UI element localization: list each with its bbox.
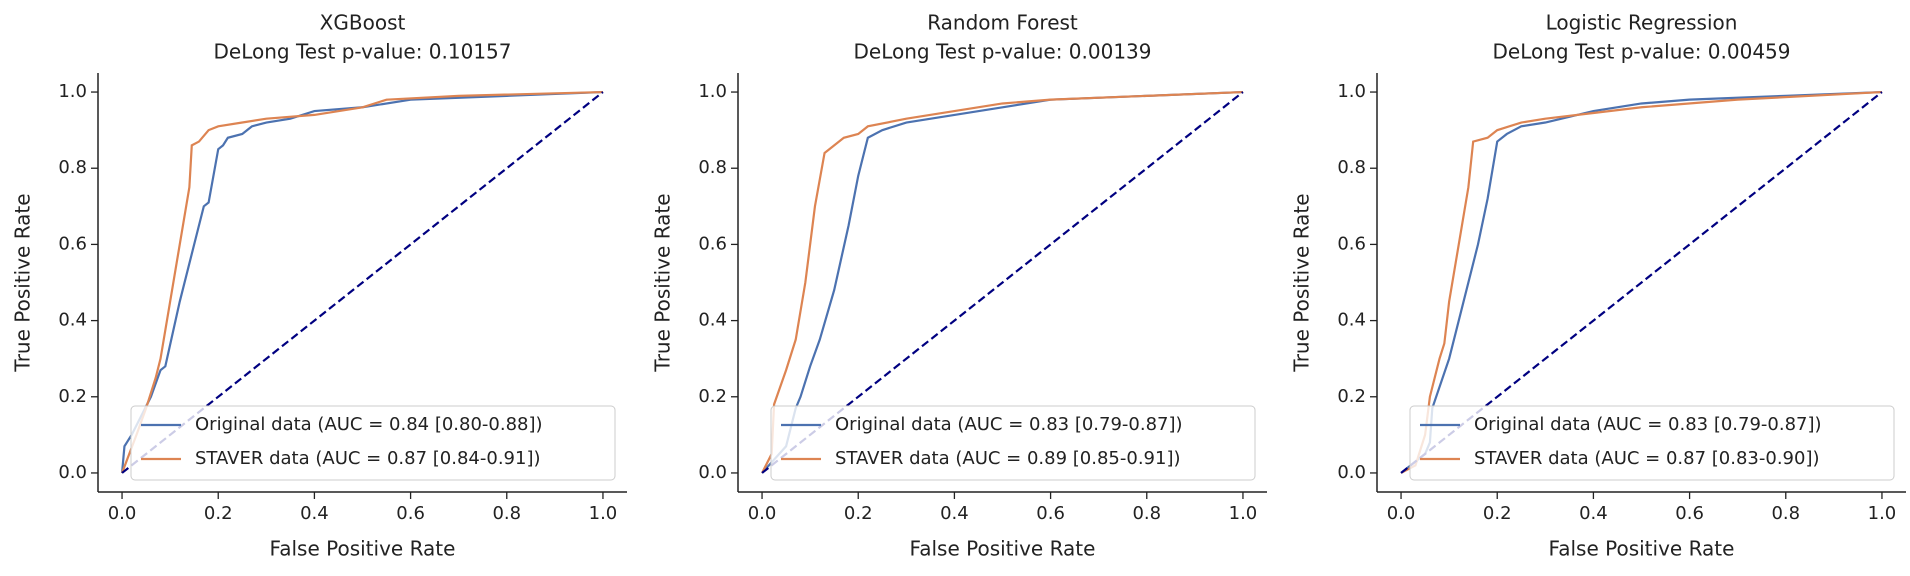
x-tick-label: 0.4 — [300, 503, 329, 524]
x-tick-label: 0.2 — [204, 503, 233, 524]
chart-subtitle: DeLong Test p-value: 0.10157 — [213, 40, 511, 64]
chart-title: Logistic Regression — [1546, 11, 1738, 35]
chart-title: Random Forest — [927, 11, 1078, 35]
y-tick-label: 0.0 — [1337, 462, 1366, 483]
x-tick-label: 0.4 — [1579, 503, 1608, 524]
legend-label: Original data (AUC = 0.83 [0.79-0.87]) — [1474, 414, 1822, 435]
x-tick-label: 0.4 — [940, 503, 969, 524]
x-tick-label: 0.6 — [1036, 503, 1065, 524]
y-tick-label: 0.8 — [1337, 157, 1366, 178]
legend-box — [130, 405, 616, 481]
roc-curve — [761, 90, 1243, 474]
y-tick-label: 1.0 — [58, 81, 87, 102]
x-tick-label: 1.0 — [589, 503, 618, 524]
y-tick-label: 0.8 — [58, 157, 87, 178]
y-tick-label: 0.2 — [58, 386, 87, 407]
x-tick-label: 0.8 — [1132, 503, 1161, 524]
x-axis-label: False Positive Rate — [270, 537, 456, 561]
legend-label: Original data (AUC = 0.84 [0.80-0.88]) — [195, 414, 543, 435]
x-axis-label: False Positive Rate — [910, 537, 1096, 561]
x-tick-label: 0.2 — [844, 503, 873, 524]
legend-label: Original data (AUC = 0.83 [0.79-0.87]) — [835, 414, 1183, 435]
x-tick-label: 1.0 — [1229, 503, 1258, 524]
y-tick-label: 0.6 — [1337, 233, 1366, 254]
legend: Original data (AUC = 0.84 [0.80-0.88]) ST… — [130, 405, 616, 481]
legend: Original data (AUC = 0.83 [0.79-0.87]) ST… — [1409, 405, 1895, 481]
y-tick-label: 0.8 — [698, 157, 727, 178]
y-tick-label: 0.0 — [58, 462, 87, 483]
y-tick-label: 1.0 — [698, 81, 727, 102]
y-axis-label: True Positive Rate — [1290, 193, 1314, 372]
x-tick-label: 0.0 — [108, 503, 137, 524]
x-axis-label: False Positive Rate — [1549, 537, 1735, 561]
y-tick-label: 0.6 — [698, 233, 727, 254]
chart-title: XGBoost — [320, 11, 406, 35]
x-tick-label: 0.0 — [1387, 503, 1416, 524]
chart-subtitle: DeLong Test p-value: 0.00459 — [1492, 40, 1790, 64]
legend-box — [1409, 405, 1895, 481]
x-tick-label: 0.6 — [1675, 503, 1704, 524]
y-tick-label: 0.4 — [698, 310, 727, 331]
y-axis-label: True Positive Rate — [651, 193, 675, 372]
legend-box — [770, 405, 1256, 481]
legend-label: STAVER data (AUC = 0.89 [0.85-0.91]) — [835, 448, 1181, 469]
legend-label: STAVER data (AUC = 0.87 [0.83-0.90]) — [1474, 448, 1820, 469]
roc-curve — [761, 90, 1243, 474]
x-tick-label: 0.8 — [492, 503, 521, 524]
y-tick-label: 0.6 — [58, 233, 87, 254]
x-tick-label: 0.0 — [748, 503, 777, 524]
roc-curve — [121, 90, 603, 474]
x-tick-label: 0.6 — [396, 503, 425, 524]
y-tick-label: 0.4 — [1337, 310, 1366, 331]
x-tick-label: 0.2 — [1483, 503, 1512, 524]
y-axis-label: True Positive Rate — [11, 193, 35, 372]
y-tick-label: 1.0 — [1337, 81, 1366, 102]
x-tick-label: 0.8 — [1771, 503, 1800, 524]
y-tick-label: 0.2 — [698, 386, 727, 407]
legend-label: STAVER data (AUC = 0.87 [0.84-0.91]) — [195, 448, 541, 469]
legend: Original data (AUC = 0.83 [0.79-0.87]) ST… — [770, 405, 1256, 481]
x-tick-label: 1.0 — [1868, 503, 1897, 524]
roc-curve — [1400, 90, 1883, 474]
chart-subtitle: DeLong Test p-value: 0.00139 — [853, 40, 1151, 64]
y-tick-label: 0.4 — [58, 310, 87, 331]
y-tick-label: 0.0 — [698, 462, 727, 483]
y-tick-label: 0.2 — [1337, 386, 1366, 407]
